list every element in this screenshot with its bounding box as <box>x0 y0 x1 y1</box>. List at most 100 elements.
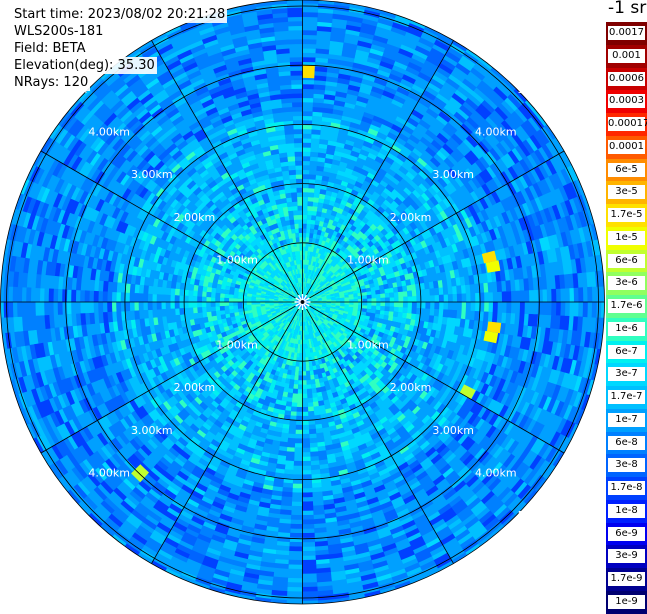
range-ring-label: 2.00km <box>174 381 216 394</box>
start-time: Start time: 2023/08/02 20:21:28 <box>12 6 228 23</box>
colorbar-level-label: 1e-5 <box>608 230 645 245</box>
colorbar-level-label: 1.7e-8 <box>608 481 645 495</box>
colorbar-level-label: 6e-6 <box>608 253 645 268</box>
colorbar-level-label: 0.0003 <box>608 94 645 109</box>
colorbar-level: 1e-5 <box>606 226 647 250</box>
ppi-hotspot <box>131 464 149 483</box>
colorbar-level: 1e-7 <box>606 408 647 432</box>
instrument-name: WLS200s-181 <box>12 23 106 40</box>
range-ring-label: 2.00km <box>174 211 216 224</box>
range-ring-label: 3.00km <box>432 168 474 181</box>
colorbar-level-label: 6e-8 <box>608 435 645 450</box>
colorbar-level-label: 1.7e-9 <box>608 572 645 586</box>
colorbar-level-label: 0.0001 <box>608 139 645 154</box>
colorbar-level-label: 3e-8 <box>608 458 645 473</box>
range-ring-label: 4.00km <box>88 126 130 139</box>
ppi-hotspot <box>481 250 497 264</box>
ppi-bin-group <box>3 7 601 601</box>
scan-info: Start time: 2023/08/02 20:21:28 WLS200s-… <box>12 6 228 91</box>
colorbar-level: 6e-9 <box>606 522 647 546</box>
colorbar-level: 6e-8 <box>606 431 647 455</box>
azimuth-spoke <box>151 40 303 303</box>
colorbar-level: 0.0017 <box>606 22 647 45</box>
colorbar-level: 1.7e-5 <box>606 204 647 227</box>
ppi-bin-group <box>3 0 605 604</box>
range-ring-label: 4.00km <box>475 126 517 139</box>
range-ring-label: 5.00km <box>46 509 88 522</box>
ppi-plot: 1.00km 1.00km 1.00km 1.00km 2.00km 2.00km 2.00… <box>0 0 605 605</box>
elevation-value: Elevation(deg): 35.30 <box>12 57 157 74</box>
range-ring-label: 1.00km <box>216 339 258 352</box>
azimuth-spoke <box>151 301 303 564</box>
colorbar-level-label: 1e-7 <box>608 412 645 427</box>
ppi-hotspot <box>302 64 315 79</box>
colorbar-level-label: 1e-9 <box>608 594 645 609</box>
colorbar-level: 1.7e-6 <box>606 295 647 318</box>
range-ring-label: 2.00km <box>390 381 432 394</box>
colorbar-level-label: 1.7e-7 <box>608 390 645 404</box>
colorbar-level: 0.0001 <box>606 135 647 159</box>
colorbar-level: 0.001 <box>606 44 647 68</box>
range-ring-label: 1.00km <box>216 253 258 266</box>
range-ring-label: 3.00km <box>131 424 173 437</box>
colorbar-level: 6e-7 <box>606 340 647 364</box>
colorbar-level: 6e-5 <box>606 158 647 182</box>
colorbar-level-label: 0.00017 <box>608 117 647 131</box>
colorbar-level: 3e-7 <box>606 363 647 386</box>
colorbar-level-label: 3e-9 <box>608 549 645 564</box>
ppi-bin-group <box>0 0 605 605</box>
range-ring-label: 3.00km <box>131 168 173 181</box>
colorbar-level-label: 0.0017 <box>608 26 645 40</box>
ppi-hotspot <box>459 384 476 400</box>
colorbar-level: 3e-6 <box>606 272 647 295</box>
azimuth-spoke <box>302 150 565 303</box>
colorbar-level-label: 6e-7 <box>608 344 645 359</box>
range-ring-label: 4.00km <box>88 466 130 479</box>
range-ring-label: 4.00km <box>475 466 517 479</box>
colorbar-level: 1.7e-9 <box>606 568 647 591</box>
colorbar-level: 1e-8 <box>606 499 647 523</box>
ppi-hotspot <box>483 330 499 344</box>
colorbar-level: 0.00017 <box>606 113 647 136</box>
range-ring-label: 5.00km <box>518 83 560 96</box>
range-ring-label: 3.00km <box>432 424 474 437</box>
range-ring-label: 1.00km <box>347 339 389 352</box>
azimuth-spoke <box>302 301 454 564</box>
ppi-hotspot <box>485 260 501 273</box>
range-ring-label: 2.00km <box>390 211 432 224</box>
colorbar-level: 1e-6 <box>606 317 647 341</box>
colorbar-level-label: 1.7e-6 <box>608 299 645 313</box>
azimuth-spoke <box>40 301 303 454</box>
ppi-bin-group <box>112 121 469 484</box>
colorbar-level-label: 1e-8 <box>608 503 645 518</box>
ppi-hotspot <box>487 321 502 334</box>
azimuth-spoke <box>302 301 565 454</box>
ppi-hotspots <box>131 64 502 483</box>
colorbar-level: 1.7e-8 <box>606 477 647 500</box>
colorbar-level-label: 6e-5 <box>608 162 645 177</box>
range-ring-label: 1.00km <box>347 253 389 266</box>
nrays-value: NRays: 120 <box>12 74 91 91</box>
colorbar-level-label: 1.7e-5 <box>608 208 645 222</box>
colorbar-level: 1e-9 <box>606 590 647 614</box>
range-ring-label: 5.00km <box>518 509 560 522</box>
colorbar-level-label: 3e-5 <box>608 185 645 200</box>
colorbar-level-label: 3e-6 <box>608 276 645 291</box>
colorbar-unit: -1 sr <box>608 0 647 18</box>
colorbar: 0.0017 0.001 0.0006 0.0003 0.00017 0.0001 6e-5… <box>606 22 647 614</box>
ppi-grid <box>0 0 605 605</box>
azimuth-spoke <box>302 40 454 303</box>
colorbar-level: 3e-8 <box>606 454 647 477</box>
colorbar-level-label: 6e-9 <box>608 526 645 541</box>
azimuth-spoke <box>40 150 303 303</box>
colorbar-level-label: 0.0006 <box>608 71 645 86</box>
colorbar-level-label: 0.001 <box>608 48 645 63</box>
colorbar-level: 0.0003 <box>606 90 647 113</box>
colorbar-level-label: 3e-7 <box>608 367 645 382</box>
colorbar-level: 0.0006 <box>606 67 647 91</box>
colorbar-level: 3e-5 <box>606 181 647 204</box>
colorbar-level: 3e-9 <box>606 545 647 568</box>
colorbar-level: 1.7e-7 <box>606 386 647 409</box>
field-name: Field: BETA <box>12 40 88 57</box>
colorbar-level: 6e-6 <box>606 249 647 273</box>
